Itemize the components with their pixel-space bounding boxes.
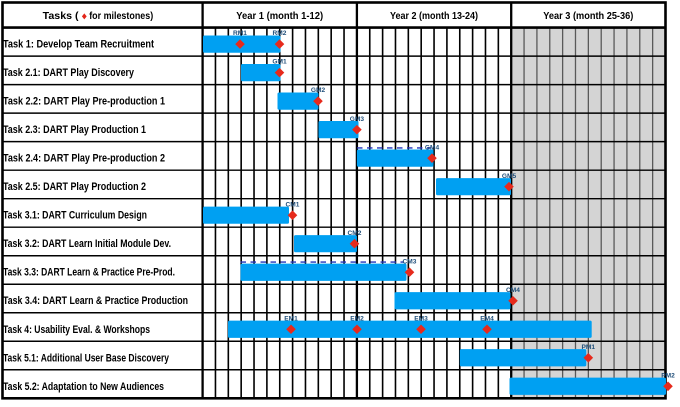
svg-text:Task 2.5: DART Play Production: Task 2.5: DART Play Production 2 <box>3 181 146 193</box>
svg-text:CM3: CM3 <box>403 258 417 265</box>
svg-text:RM1: RM1 <box>233 30 247 37</box>
svg-text:CM1: CM1 <box>286 201 300 208</box>
svg-text:CM2: CM2 <box>348 230 362 237</box>
svg-text:RM2: RM2 <box>273 30 287 37</box>
svg-text:Year 2 (month 13-24): Year 2 (month 13-24) <box>390 10 478 22</box>
svg-text:Task 5.1: Additional User Base: Task 5.1: Additional User Base Discovery <box>3 352 170 364</box>
svg-text:Task 2.3: DART Play Production: Task 2.3: DART Play Production 1 <box>3 124 146 136</box>
svg-text:EM4: EM4 <box>480 315 494 322</box>
svg-text:Year 3 (month 25-36): Year 3 (month 25-36) <box>543 10 633 22</box>
svg-text:GM4: GM4 <box>425 144 440 151</box>
svg-text:Task 1: Develop Team Recruitme: Task 1: Develop Team Recruitment <box>3 39 154 51</box>
svg-text:EM2: EM2 <box>350 315 364 322</box>
svg-text:Task 5.2: Adaptation to New Au: Task 5.2: Adaptation to New Audiences <box>3 381 164 393</box>
svg-text:Task 3.3: DART Learn & Practic: Task 3.3: DART Learn & Practice Pre-Prod… <box>3 267 175 279</box>
svg-text:Task 2.4: DART Play Pre-produc: Task 2.4: DART Play Pre-production 2 <box>3 153 165 165</box>
svg-text:Task 4: Usability Eval. & Work: Task 4: Usability Eval. & Workshops <box>3 324 150 336</box>
svg-text:PM1: PM1 <box>582 344 596 351</box>
svg-text:Task 3.4: DART Learn & Practic: Task 3.4: DART Learn & Practice Producti… <box>3 295 188 307</box>
svg-text:Task 2.1: DART Play Discovery: Task 2.1: DART Play Discovery <box>3 67 135 79</box>
svg-text:PM2: PM2 <box>661 372 675 379</box>
svg-text:GM3: GM3 <box>350 116 365 123</box>
svg-text:for milestones): for milestones) <box>89 10 153 22</box>
svg-text:Year 1 (month 1-12): Year 1 (month 1-12) <box>236 10 323 22</box>
svg-text:Task 2.2: DART Play Pre-produc: Task 2.2: DART Play Pre-production 1 <box>3 96 165 108</box>
svg-text:GM1: GM1 <box>272 59 287 66</box>
svg-text:CM4: CM4 <box>506 287 520 294</box>
svg-text:Task 3.1: DART Curriculum Desi: Task 3.1: DART Curriculum Design <box>3 210 147 222</box>
svg-text:GM5: GM5 <box>502 173 517 180</box>
svg-text:Task 3.2: DART Learn Initial M: Task 3.2: DART Learn Initial Module Dev. <box>3 238 171 250</box>
svg-text:GM2: GM2 <box>311 87 326 94</box>
svg-text:EM3: EM3 <box>414 315 428 322</box>
svg-text:Tasks (: Tasks ( <box>43 10 79 22</box>
svg-text:EM1: EM1 <box>284 315 298 322</box>
